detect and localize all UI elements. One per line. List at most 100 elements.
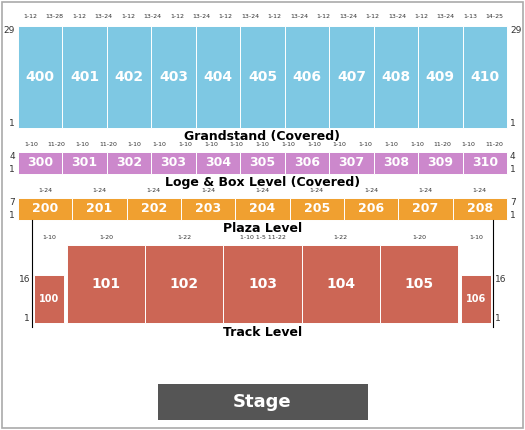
Text: 105: 105	[404, 277, 434, 291]
Bar	[463, 26, 507, 128]
Text: 206: 206	[358, 203, 384, 215]
Text: 407: 407	[337, 70, 366, 84]
Bar	[329, 26, 374, 128]
Text: Loge & Box Level (Covered): Loge & Box Level (Covered)	[165, 176, 360, 189]
Text: 1-10: 1-10	[469, 235, 483, 240]
Text: 11-20: 11-20	[485, 142, 503, 147]
Text: 14-25: 14-25	[486, 14, 504, 19]
Text: 1-24: 1-24	[364, 188, 378, 193]
Text: 308: 308	[383, 157, 409, 169]
Text: 1-12: 1-12	[268, 14, 282, 19]
Text: 1-10: 1-10	[384, 142, 398, 147]
Text: 1-10: 1-10	[153, 142, 166, 147]
Text: 1-10: 1-10	[127, 142, 141, 147]
Text: 200: 200	[32, 203, 58, 215]
Bar	[145, 245, 224, 323]
Bar	[158, 384, 368, 420]
Text: 1: 1	[510, 211, 516, 220]
Text: 410: 410	[470, 70, 499, 84]
Text: 102: 102	[170, 277, 199, 291]
Text: 405: 405	[248, 70, 277, 84]
Text: 1: 1	[24, 314, 30, 323]
Text: Track Level: Track Level	[223, 326, 302, 339]
Text: 400: 400	[26, 70, 55, 84]
Text: 1-20: 1-20	[99, 235, 113, 240]
Bar	[196, 152, 240, 174]
Text: 1: 1	[9, 119, 15, 128]
Text: 306: 306	[294, 157, 320, 169]
Bar	[285, 152, 329, 174]
Text: 1-12: 1-12	[72, 14, 86, 19]
Text: 1-12: 1-12	[414, 14, 428, 19]
Text: 1-22: 1-22	[334, 235, 348, 240]
Bar	[344, 198, 398, 220]
Bar	[398, 198, 453, 220]
Bar	[151, 26, 196, 128]
Text: 300: 300	[27, 157, 54, 169]
Text: 16: 16	[18, 275, 30, 284]
Bar	[418, 152, 463, 174]
Text: 16: 16	[495, 275, 507, 284]
Bar	[196, 26, 240, 128]
Text: 1-20: 1-20	[412, 235, 426, 240]
Bar	[34, 275, 64, 323]
Text: 406: 406	[292, 70, 321, 84]
Text: 101: 101	[91, 277, 121, 291]
Text: 1-12: 1-12	[121, 14, 135, 19]
Text: 1-24: 1-24	[92, 188, 107, 193]
Text: 11-20: 11-20	[434, 142, 452, 147]
Text: 4: 4	[510, 152, 516, 161]
Bar	[18, 152, 62, 174]
Text: 408: 408	[381, 70, 411, 84]
Text: 1-12: 1-12	[365, 14, 380, 19]
Text: 1-24: 1-24	[38, 188, 52, 193]
Text: 1-12: 1-12	[317, 14, 331, 19]
Text: 302: 302	[116, 157, 142, 169]
Bar	[107, 26, 151, 128]
Text: Stage: Stage	[233, 393, 292, 411]
Bar	[453, 198, 507, 220]
Text: 208: 208	[467, 203, 493, 215]
Text: 1-10: 1-10	[256, 142, 269, 147]
Text: 1-24: 1-24	[310, 188, 324, 193]
Text: 29: 29	[4, 26, 15, 35]
Text: 301: 301	[71, 157, 98, 169]
Text: 4: 4	[9, 152, 15, 161]
Bar	[224, 245, 301, 323]
Text: 13-24: 13-24	[94, 14, 113, 19]
Text: 29: 29	[510, 26, 521, 35]
Bar	[374, 26, 418, 128]
Text: 304: 304	[205, 157, 231, 169]
Bar	[72, 198, 127, 220]
Bar	[418, 26, 463, 128]
Text: 13-24: 13-24	[388, 14, 406, 19]
Text: 1-10: 1-10	[76, 142, 89, 147]
Text: 106: 106	[466, 294, 486, 304]
Text: 309: 309	[427, 157, 453, 169]
Text: 1-10: 1-10	[178, 142, 192, 147]
Text: 1: 1	[9, 165, 15, 174]
Text: 1-12: 1-12	[219, 14, 233, 19]
Bar	[240, 152, 285, 174]
Bar	[240, 26, 285, 128]
Text: 204: 204	[249, 203, 276, 215]
Text: 13-24: 13-24	[339, 14, 357, 19]
Text: 1-10: 1-10	[410, 142, 424, 147]
Text: 100: 100	[39, 294, 59, 304]
Bar	[463, 152, 507, 174]
Bar	[181, 198, 235, 220]
Text: 1-10: 1-10	[24, 142, 38, 147]
Bar	[62, 152, 107, 174]
Bar	[380, 245, 458, 323]
Text: 404: 404	[204, 70, 233, 84]
Text: 310: 310	[471, 157, 498, 169]
Text: 13-24: 13-24	[290, 14, 308, 19]
Text: 13-24: 13-24	[143, 14, 162, 19]
Text: 1-24: 1-24	[201, 188, 215, 193]
Text: 1: 1	[510, 165, 516, 174]
Text: 104: 104	[326, 277, 355, 291]
Bar	[374, 152, 418, 174]
Text: 1-10: 1-10	[333, 142, 347, 147]
Text: 403: 403	[159, 70, 188, 84]
Text: 303: 303	[161, 157, 186, 169]
